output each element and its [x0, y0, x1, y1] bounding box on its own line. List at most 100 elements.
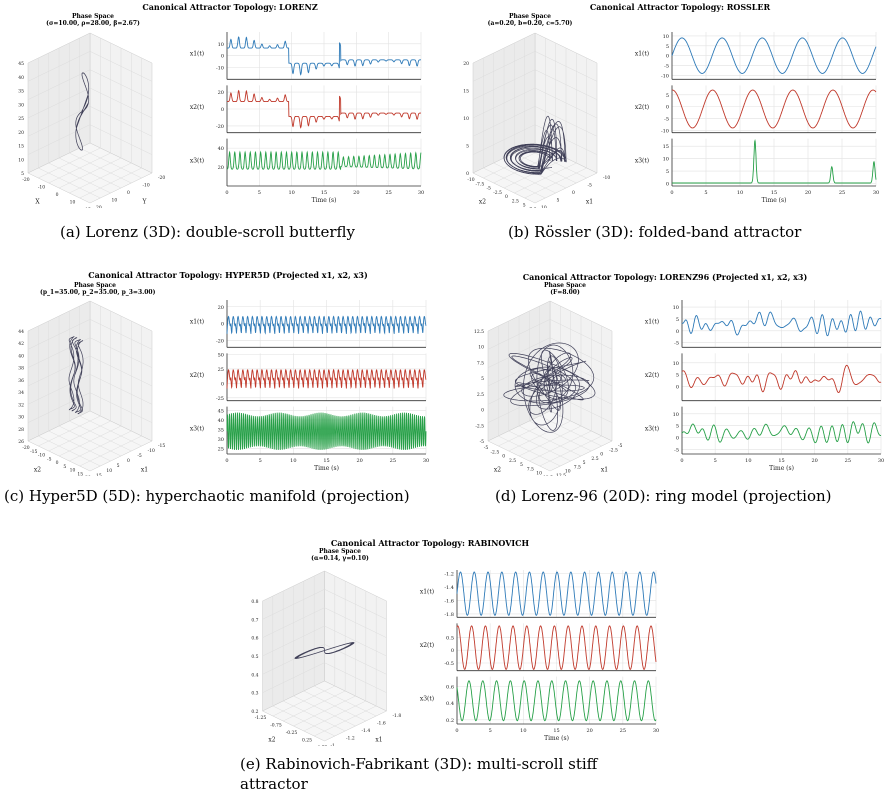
y-tick-label: 0	[600, 452, 603, 458]
y-tick-label: 40	[218, 418, 224, 424]
y-tick-label: -10	[216, 66, 224, 72]
z-tick-label: 36	[18, 378, 24, 384]
subplot-3: 0.2 0.4 0.6 x3(t)	[420, 676, 657, 725]
grid-line	[38, 435, 101, 467]
y-tick-label: -5	[664, 64, 669, 70]
y-tick-label: -5	[137, 453, 142, 459]
subplot-3: -5 0 5 10 x3(t)	[645, 406, 882, 455]
series-line	[226, 315, 427, 335]
series-line	[672, 139, 877, 184]
z-tick-label: 0.2	[251, 709, 258, 715]
x-tick-label: 15	[771, 190, 777, 196]
x-tick-label: 5	[259, 458, 262, 464]
phase-title: Phase Space	[509, 13, 551, 20]
z-tick-label: 10	[18, 157, 24, 163]
y-tick-label: 25	[218, 446, 224, 452]
y-tick-label: 7.5	[574, 464, 581, 470]
x-tick-label: 10	[737, 190, 743, 196]
phase-axis-label: x1	[601, 467, 608, 474]
y-tick-label: 20	[218, 90, 224, 96]
x-tick-label: 25	[620, 728, 626, 734]
grid-line	[498, 435, 561, 467]
x-tick-label: 15	[321, 190, 327, 196]
y-tick-label: 20	[218, 305, 224, 311]
x-tick-label: 7.5	[529, 207, 536, 208]
subplot-1: -10 -5 0 5 10 x1(t)	[635, 32, 877, 80]
x-tick-label: 12.5	[543, 475, 553, 476]
y-tick-label: -5	[588, 183, 593, 189]
series-label: x3(t)	[645, 425, 659, 432]
series-line	[456, 680, 657, 722]
y-tick-label: 5	[583, 460, 586, 466]
phase-params: (σ=10.00, ρ=28.00, β=2.67)	[46, 20, 140, 27]
y-tick-label: 10	[673, 305, 679, 311]
z-tick-label: 32	[18, 402, 24, 408]
x-tick-label: 10	[536, 471, 542, 476]
phase-space-plot: 05101520-10-7.5-5-2.502.557.5-10-50510x2…	[463, 32, 610, 208]
y-tick-label: -5	[674, 447, 679, 453]
y-tick-label: 0.5	[446, 635, 454, 641]
x-tick-label: 15	[778, 458, 784, 464]
z-tick-label: 10	[478, 345, 484, 351]
y-tick-label: 0	[676, 435, 679, 441]
phase-title: Phase Space	[319, 548, 361, 555]
x-tick-label: 5	[63, 464, 66, 470]
x-tick-label: 20	[805, 190, 811, 196]
x-tick-label: 2.5	[512, 198, 519, 204]
y-tick-label: -5	[618, 443, 623, 449]
subplot-1: -1.2 -1.4 -1.6 -1.8 x1(t)	[420, 570, 657, 618]
grid-line	[483, 167, 546, 199]
z-tick-label: 0.5	[251, 654, 258, 660]
cube: -5-2.502.557.51012.5-5-2.502.557.51012.5…	[474, 300, 623, 476]
z-tick-label: 20	[463, 61, 469, 67]
y-tick-label: 15	[663, 144, 669, 150]
x-tick-label: -2.5	[493, 190, 502, 196]
x-axis-ticks: 0 5 10 15 20 25 30	[670, 190, 879, 196]
phase-params: (α=0.14, γ=0.10)	[311, 555, 369, 562]
series-line	[671, 37, 877, 74]
series-line	[226, 150, 422, 171]
y-tick-label: 10	[218, 42, 224, 48]
x-tick-label: -20	[22, 445, 29, 451]
z-tick-label: 42	[18, 341, 24, 347]
x-axis-ticks: 0 5 10 15 20 25 30	[680, 458, 884, 464]
phase-axis-label: X	[35, 199, 40, 206]
z-tick-label: 0.6	[251, 636, 258, 642]
z-tick-label: 30	[18, 415, 24, 421]
x-tick-label: -0.25	[286, 730, 298, 736]
y-tick-label: 0	[221, 54, 224, 60]
x-tick-label: -5	[47, 456, 52, 462]
y-tick-label: 35	[218, 427, 224, 433]
phase-space-plot: 0.2 0.3 0.4 0.5 0.6 0.7 0.8 -1.25-0.75 -0.25 0.25…	[251, 570, 401, 746]
phase-axis-label: x2	[268, 737, 275, 744]
y-tick-label: -2.5	[609, 447, 618, 453]
phase-axis-label: x2	[479, 199, 486, 206]
caption: (d) Lorenz-96 (20D): ring model (project…	[495, 487, 832, 505]
z-tick-label: 0.4	[251, 672, 258, 678]
y-tick-label: -10	[148, 448, 155, 454]
x-tick-label: 5	[714, 458, 717, 464]
y-tick-label: -1.2	[346, 736, 355, 742]
z-tick-label: 0.7	[251, 617, 258, 623]
y-tick-label: 2.5	[591, 456, 598, 462]
y-tick-label: 5	[557, 198, 560, 204]
y-tick-label: 0	[666, 182, 669, 188]
grid-line	[38, 167, 101, 199]
subplot-2: -10 -5 0 5 x2(t)	[635, 85, 877, 134]
y-tick-label: 0.6	[446, 685, 454, 691]
y-tick-label: 10	[565, 469, 571, 475]
series-label: x2(t)	[645, 372, 659, 379]
z-tick-label: 5	[481, 376, 484, 382]
y-tick-label: 5	[666, 169, 669, 175]
y-tick-label: -10	[603, 175, 610, 181]
series-line	[226, 412, 427, 450]
z-tick-label: 2.5	[477, 392, 484, 398]
x-tick-label: -20	[22, 177, 29, 183]
time-series-plot: -20020x1(t)-2502550x2(t)2530354045x3(t)0…	[190, 300, 429, 472]
y-tick-label: 20	[218, 165, 224, 171]
series-line	[681, 310, 882, 337]
y-tick-label: -1.6	[377, 721, 386, 727]
y-tick-label: 10	[541, 205, 547, 208]
